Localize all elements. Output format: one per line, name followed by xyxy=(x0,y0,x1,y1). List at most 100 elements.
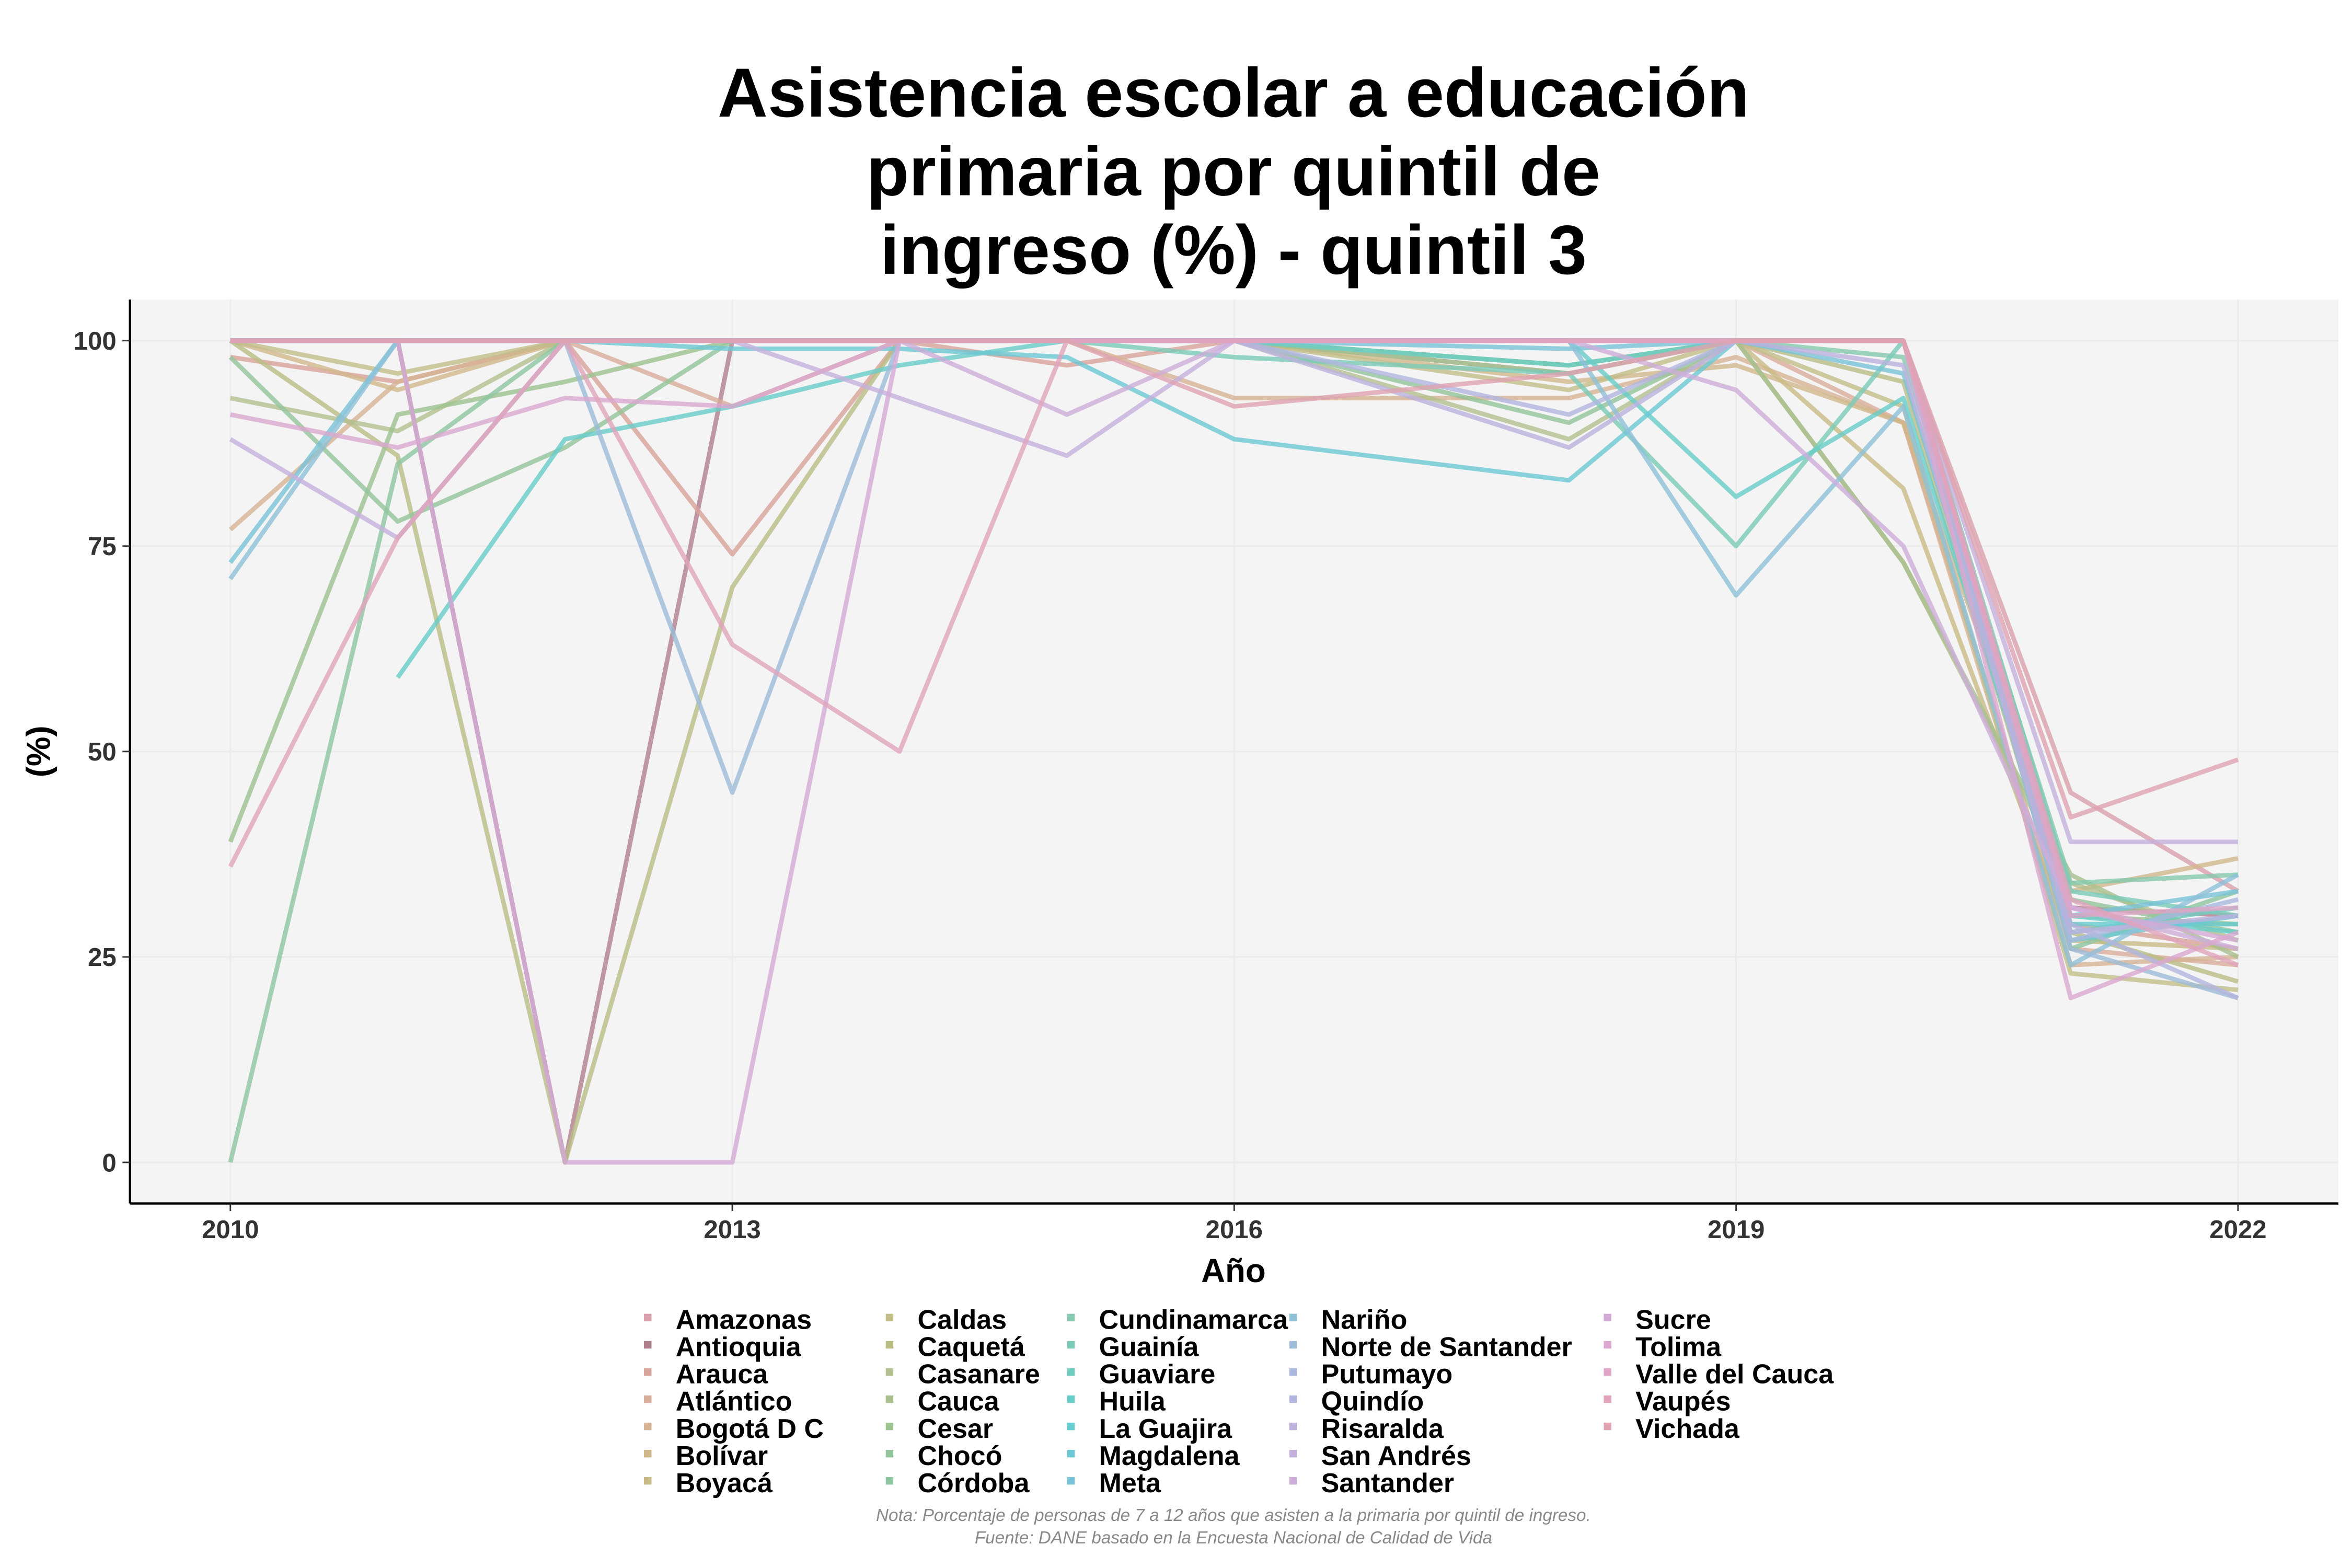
legend-item: Sucre xyxy=(1604,1305,1711,1335)
legend-label: Cauca xyxy=(917,1387,999,1417)
legend-swatch xyxy=(1604,1313,1611,1322)
y-tick-label: 50 xyxy=(88,737,117,766)
x-tick-label: 2016 xyxy=(1206,1215,1263,1244)
legend-label: Boyacá xyxy=(676,1468,773,1498)
legend-label: Atlántico xyxy=(676,1387,792,1417)
legend-swatch xyxy=(885,1341,894,1349)
legend-item: Bogotá D C xyxy=(644,1414,824,1444)
legend-item: San Andrés xyxy=(1289,1441,1471,1471)
legend-item: Tolima xyxy=(1604,1332,1722,1363)
y-axis-label: (%) xyxy=(20,725,57,777)
chart-note: Nota: Porcentaje de personas de 7 a 12 a… xyxy=(876,1506,1591,1525)
legend-label: Amazonas xyxy=(676,1305,812,1335)
legend-item: Atlántico xyxy=(644,1387,792,1417)
x-tick-label: 2010 xyxy=(202,1215,259,1244)
legend-swatch xyxy=(1289,1368,1297,1376)
x-tick-label: 2019 xyxy=(1708,1215,1765,1244)
legend-item: Cundinamarca xyxy=(1067,1305,1288,1335)
series-lines xyxy=(228,338,2240,1165)
legend-label: Nariño xyxy=(1321,1305,1408,1335)
legend-item: Arauca xyxy=(644,1359,768,1390)
legend-swatch xyxy=(1289,1341,1297,1349)
legend-item: Córdoba xyxy=(885,1468,1030,1498)
legend-swatch xyxy=(1604,1341,1611,1349)
legend-item: Santander xyxy=(1289,1468,1454,1498)
y-tick-label: 75 xyxy=(88,532,117,561)
legend-label: Vaupés xyxy=(1635,1387,1731,1417)
legend-swatch xyxy=(1289,1313,1297,1322)
legend-swatch xyxy=(644,1395,652,1403)
legend-label: Cesar xyxy=(917,1414,993,1444)
legend-swatch xyxy=(1067,1449,1075,1458)
legend-swatch xyxy=(1289,1395,1297,1403)
legend-swatch xyxy=(644,1449,652,1458)
legend-item: La Guajira xyxy=(1067,1414,1232,1444)
legend-label: Magdalena xyxy=(1099,1441,1240,1471)
legend-label: Sucre xyxy=(1635,1305,1711,1335)
legend-item: Guaviare xyxy=(1067,1359,1216,1390)
legend-item: Putumayo xyxy=(1289,1359,1452,1390)
legend-label: Cundinamarca xyxy=(1099,1305,1289,1335)
legend-label: Putumayo xyxy=(1321,1359,1453,1390)
chart-title-line-2: primaria por quintil de xyxy=(867,133,1600,211)
y-tick-label: 25 xyxy=(88,943,117,972)
legend-label: Bolívar xyxy=(676,1441,768,1471)
legend-item: Vichada xyxy=(1604,1414,1740,1444)
grid xyxy=(130,299,2338,1204)
legend-swatch xyxy=(885,1449,894,1458)
legend-label: Antioquia xyxy=(676,1332,802,1363)
chart-title-line-3: ingreso (%) - quintil 3 xyxy=(880,212,1587,289)
chart-title-line-1: Asistencia escolar a educación xyxy=(718,54,1749,132)
legend-label: Caquetá xyxy=(917,1332,1025,1363)
legend-label: Risaralda xyxy=(1321,1414,1444,1444)
legend-label: San Andrés xyxy=(1321,1441,1471,1471)
legend-swatch xyxy=(1289,1449,1297,1458)
legend-swatch xyxy=(1067,1368,1075,1376)
legend-item: Huila xyxy=(1067,1387,1166,1417)
y-tick-label: 0 xyxy=(102,1148,116,1177)
legend-swatch xyxy=(1067,1341,1075,1349)
chart-source: Fuente: DANE basado en la Encuesta Nacio… xyxy=(975,1528,1492,1548)
legend-item: Caquetá xyxy=(885,1332,1025,1363)
legend-swatch xyxy=(885,1422,894,1431)
legend-label: Guaviare xyxy=(1099,1359,1216,1390)
legend-label: Tolima xyxy=(1635,1332,1722,1363)
series-line-vaup-s xyxy=(228,338,2239,967)
legend-item: Nariño xyxy=(1289,1305,1408,1335)
x-tick-label: 2022 xyxy=(2209,1215,2266,1244)
legend-swatch xyxy=(1067,1477,1075,1485)
legend-swatch xyxy=(1604,1368,1611,1376)
legend-label: La Guajira xyxy=(1099,1414,1233,1444)
legend-swatch xyxy=(885,1313,894,1322)
axis-ticks: 0 25 50 75 100 2010 2013 2016 2019 2022 xyxy=(74,327,2267,1244)
legend-item: Quindío xyxy=(1289,1387,1424,1417)
legend-label: Vichada xyxy=(1635,1414,1740,1444)
legend-label: Arauca xyxy=(676,1359,769,1390)
y-tick-label: 100 xyxy=(74,327,117,355)
legend-label: Córdoba xyxy=(917,1468,1030,1498)
legend-swatch xyxy=(644,1477,652,1485)
legend-swatch xyxy=(885,1395,894,1403)
x-tick-label: 2013 xyxy=(704,1215,760,1244)
legend-item: Chocó xyxy=(885,1441,1002,1471)
legend-item: Bolívar xyxy=(644,1441,768,1471)
legend-item: Guainía xyxy=(1067,1332,1199,1363)
legend-item: Risaralda xyxy=(1289,1414,1444,1444)
legend-swatch xyxy=(1067,1422,1075,1431)
legend-swatch xyxy=(644,1422,652,1431)
legend-swatch xyxy=(644,1341,652,1349)
legend-swatch xyxy=(1289,1422,1297,1431)
legend-swatch xyxy=(1289,1477,1297,1485)
legend-label: Casanare xyxy=(917,1359,1040,1390)
legend-label: Meta xyxy=(1099,1468,1162,1498)
legend-item: Meta xyxy=(1067,1468,1161,1498)
legend-swatch xyxy=(1604,1395,1611,1403)
legend-label: Santander xyxy=(1321,1468,1455,1498)
legend-label: Norte de Santander xyxy=(1321,1332,1572,1363)
legend-label: Bogotá D C xyxy=(676,1414,824,1444)
legend-label: Valle del Cauca xyxy=(1635,1359,1834,1390)
legend-swatch xyxy=(885,1477,894,1485)
legend-item: Valle del Cauca xyxy=(1604,1359,1834,1390)
